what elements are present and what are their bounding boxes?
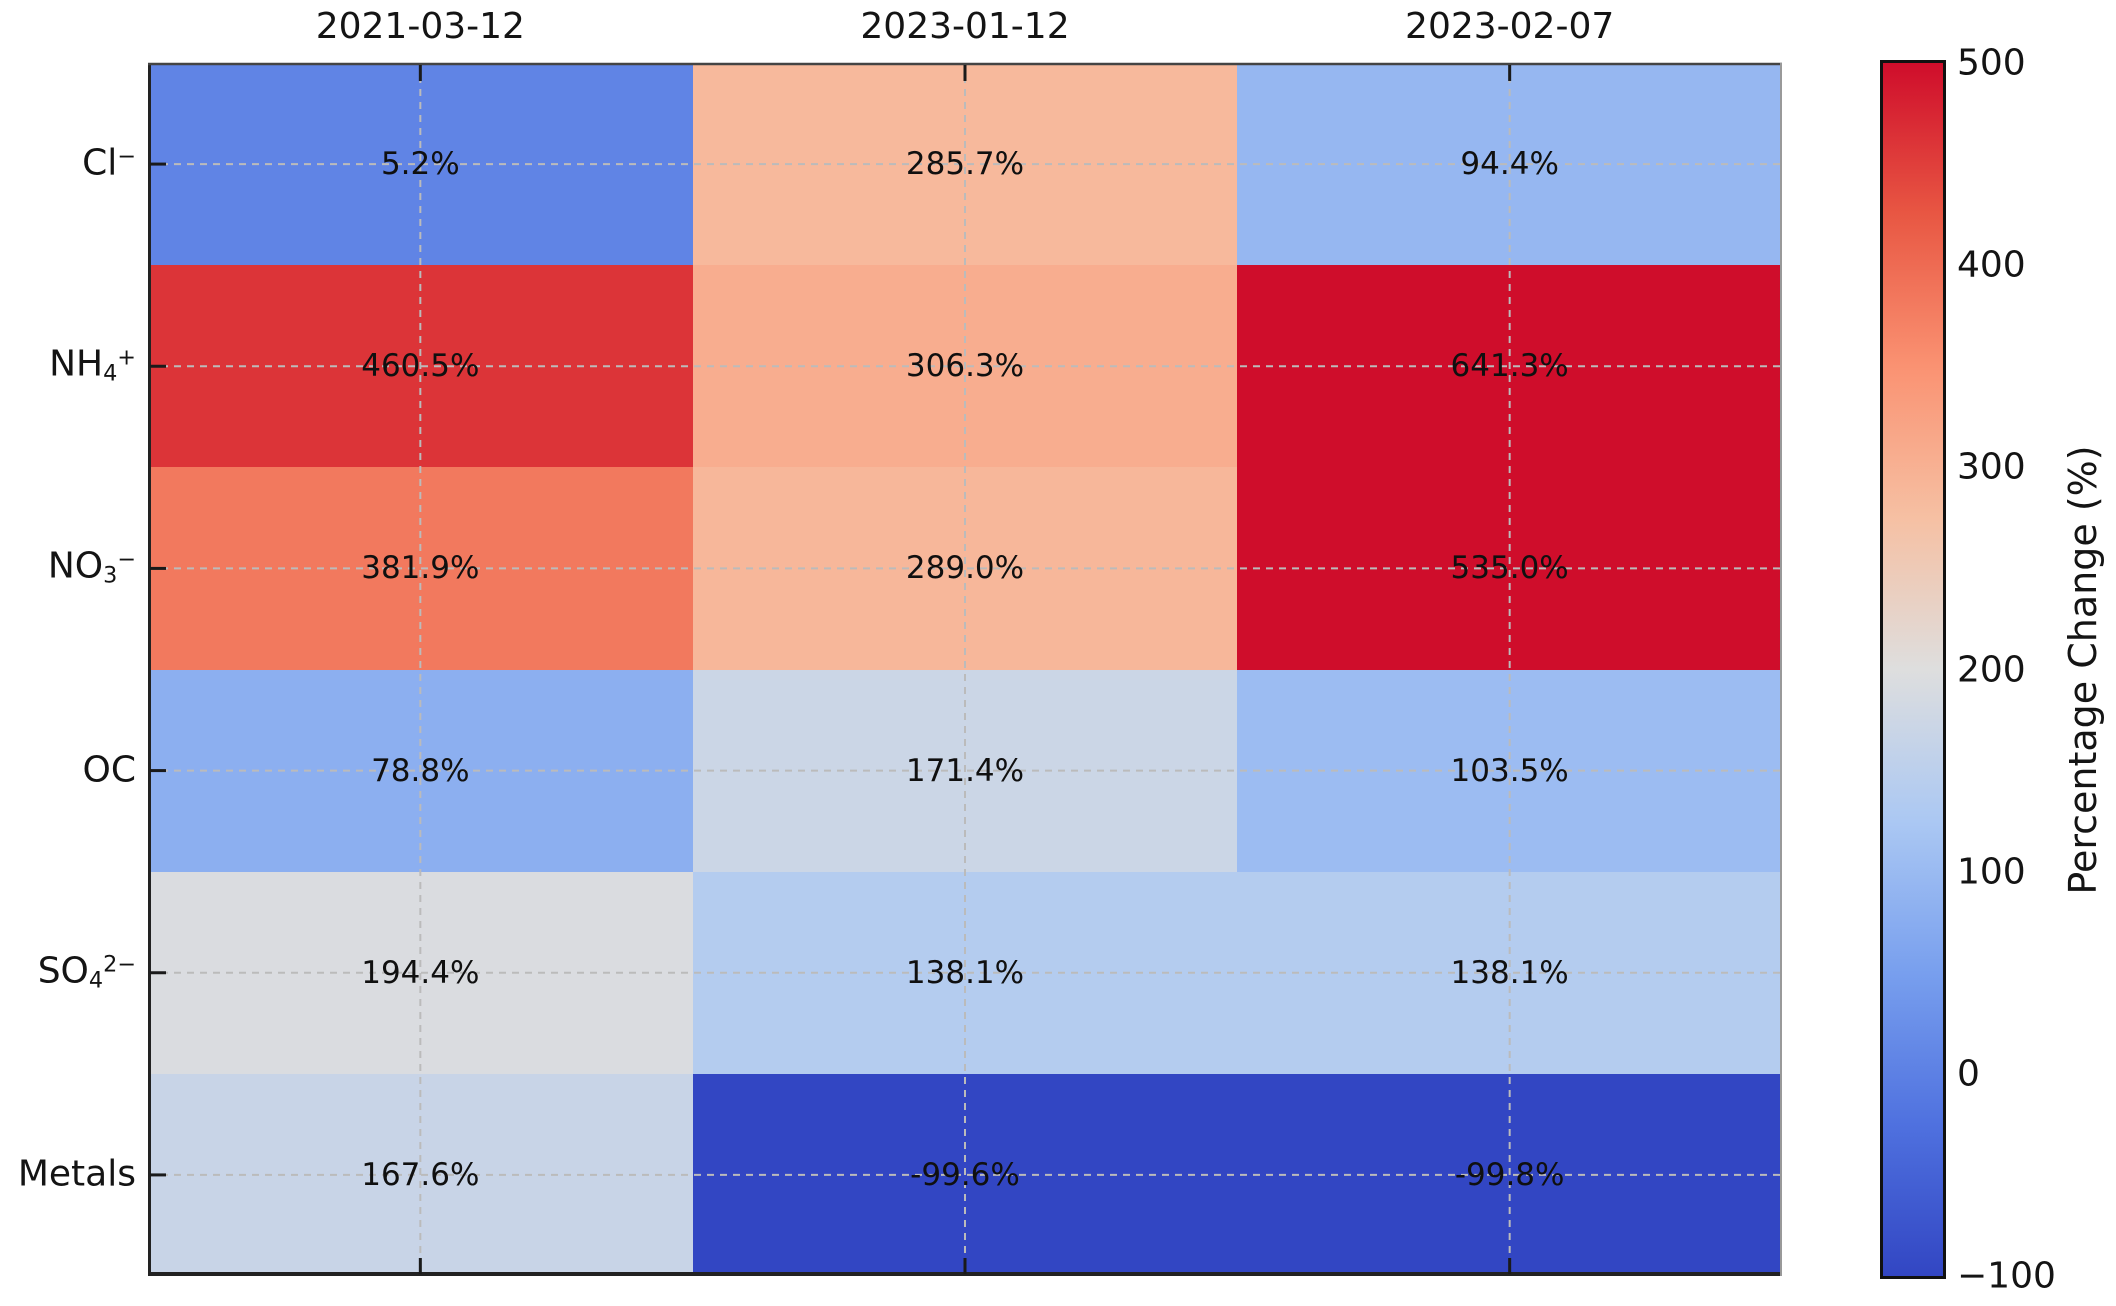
cell-value: 460.5%: [361, 348, 480, 385]
colorbar-tick-label: 500: [1957, 42, 2026, 84]
row-label: NO3−: [47, 546, 136, 590]
column-header: 2021-03-12: [315, 6, 525, 47]
cell-value: 289.0%: [905, 550, 1025, 587]
cell-value: 306.3%: [905, 348, 1025, 385]
row-label: OC: [82, 749, 136, 791]
colorbar-gradient: [1883, 63, 1943, 1276]
cell-value: 381.9%: [361, 550, 480, 587]
row-label: SO42−: [37, 950, 136, 994]
cell-value: 535.0%: [1450, 550, 1569, 587]
colorbar-axis-label: Percentage Change (%): [2061, 444, 2105, 895]
cell-value: 167.6%: [361, 1156, 480, 1193]
colorbar-tick-label: 0: [1957, 1053, 1980, 1095]
column-header: 2023-02-07: [1405, 6, 1615, 47]
cell-value: 78.8%: [371, 752, 470, 789]
cell-value: 5.2%: [380, 146, 460, 183]
column-header: 2023-01-12: [860, 6, 1070, 47]
cell-value: 171.4%: [905, 752, 1025, 789]
cell-value: 194.4%: [361, 954, 480, 991]
colorbar-tick-label: −100: [1957, 1255, 2056, 1297]
colorbar-tick-label: 200: [1957, 649, 2026, 690]
cell-value: -99.6%: [910, 1156, 1020, 1193]
cell-value: 641.3%: [1450, 348, 1569, 385]
cell-value: -99.8%: [1454, 1156, 1565, 1193]
row-label: Metals: [17, 1153, 136, 1195]
colorbar: [1880, 60, 1946, 1279]
cell-value: 94.4%: [1460, 146, 1559, 183]
cell-value: 103.5%: [1450, 752, 1569, 789]
cell-value: 138.1%: [905, 954, 1025, 991]
colorbar-tick-label: 300: [1957, 446, 2026, 488]
row-label: NH4+: [49, 343, 136, 387]
colorbar-tick-label: 400: [1957, 244, 2026, 286]
row-label: Cl−: [82, 142, 136, 184]
colorbar-tick-label: 100: [1957, 851, 2026, 893]
cell-value: 285.7%: [905, 146, 1025, 183]
cell-value: 138.1%: [1450, 954, 1569, 991]
